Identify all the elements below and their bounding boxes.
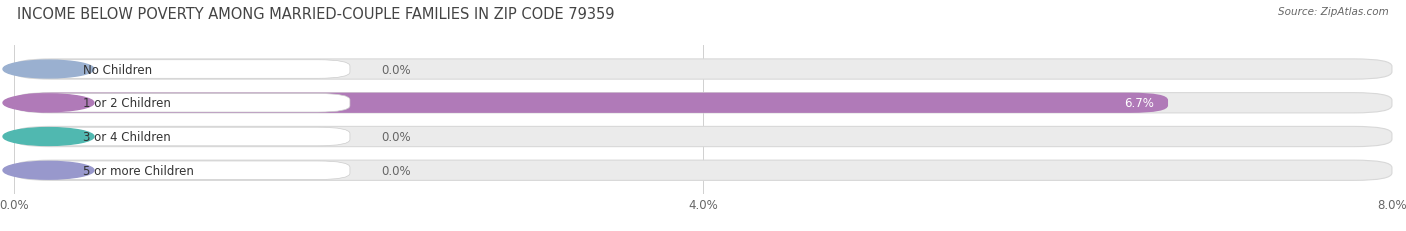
Text: 0.0%: 0.0% bbox=[381, 131, 411, 143]
FancyBboxPatch shape bbox=[21, 161, 350, 180]
FancyBboxPatch shape bbox=[21, 61, 350, 79]
FancyBboxPatch shape bbox=[14, 161, 1392, 181]
FancyBboxPatch shape bbox=[21, 128, 350, 146]
Text: 5 or more Children: 5 or more Children bbox=[83, 164, 194, 177]
FancyBboxPatch shape bbox=[14, 60, 1392, 80]
FancyBboxPatch shape bbox=[14, 93, 1168, 113]
Text: 0.0%: 0.0% bbox=[381, 63, 411, 76]
FancyBboxPatch shape bbox=[14, 93, 1392, 113]
FancyBboxPatch shape bbox=[14, 127, 1392, 147]
Circle shape bbox=[3, 128, 94, 146]
Text: INCOME BELOW POVERTY AMONG MARRIED-COUPLE FAMILIES IN ZIP CODE 79359: INCOME BELOW POVERTY AMONG MARRIED-COUPL… bbox=[17, 7, 614, 22]
Text: No Children: No Children bbox=[83, 63, 152, 76]
Circle shape bbox=[3, 61, 94, 79]
Circle shape bbox=[3, 162, 94, 179]
Circle shape bbox=[3, 94, 94, 112]
FancyBboxPatch shape bbox=[21, 94, 350, 112]
Text: 0.0%: 0.0% bbox=[381, 164, 411, 177]
Text: 1 or 2 Children: 1 or 2 Children bbox=[83, 97, 172, 110]
Text: Source: ZipAtlas.com: Source: ZipAtlas.com bbox=[1278, 7, 1389, 17]
Text: 6.7%: 6.7% bbox=[1125, 97, 1154, 110]
Text: 3 or 4 Children: 3 or 4 Children bbox=[83, 131, 170, 143]
